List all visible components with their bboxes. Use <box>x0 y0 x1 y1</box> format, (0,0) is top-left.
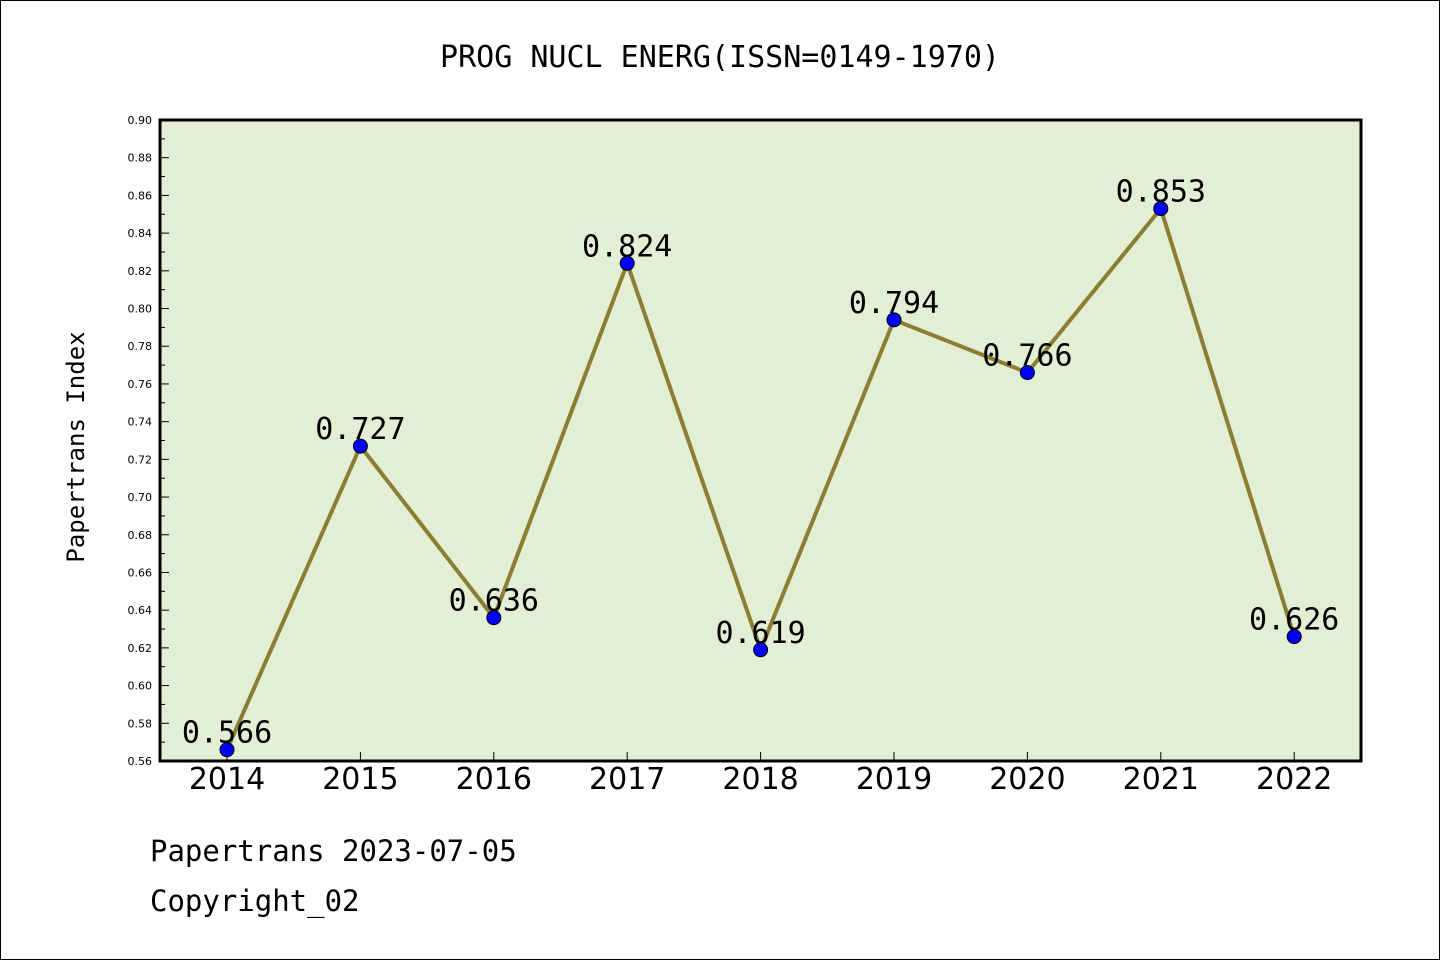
x-tick-label: 2017 <box>589 762 665 797</box>
data-point <box>219 742 235 758</box>
y-tick-label: 0.70 <box>128 491 153 504</box>
y-tick-label: 0.84 <box>128 227 153 240</box>
data-point <box>753 642 769 658</box>
data-label: 0.566 <box>182 716 272 751</box>
y-tick-label: 0.58 <box>128 717 153 730</box>
y-axis-label: Papertrans Index <box>62 331 90 562</box>
chart-title: PROG NUCL ENERG(ISSN=0149-1970) <box>440 40 1000 75</box>
data-label: 0.853 <box>1116 175 1206 210</box>
y-tick-label: 0.68 <box>128 529 153 542</box>
y-tick-label: 0.88 <box>128 152 153 165</box>
data-point <box>619 255 635 271</box>
data-label: 0.636 <box>449 584 539 619</box>
x-tick-label: 2015 <box>322 762 398 797</box>
y-tick-label: 0.80 <box>128 303 153 316</box>
footer-copyright-text: Copyright_02 <box>150 884 360 918</box>
y-tick-label: 0.66 <box>128 566 153 579</box>
footer-date-text: Papertrans 2023-07-05 <box>150 834 517 868</box>
data-label: 0.794 <box>849 286 939 321</box>
x-tick-label: 2022 <box>1256 762 1332 797</box>
y-tick-label: 0.78 <box>128 340 153 353</box>
data-point <box>352 438 368 454</box>
y-tick-label: 0.60 <box>128 680 153 693</box>
y-tick-label: 0.82 <box>128 265 153 278</box>
y-tick-label: 0.62 <box>128 642 153 655</box>
x-tick-label: 2021 <box>1123 762 1199 797</box>
data-point <box>1019 365 1035 381</box>
y-tick-label: 0.56 <box>128 755 153 768</box>
data-label: 0.626 <box>1249 603 1339 638</box>
data-point <box>1286 629 1302 645</box>
x-tick-label: 2016 <box>456 762 532 797</box>
y-tick-label: 0.86 <box>128 189 153 202</box>
y-tick-label: 0.76 <box>128 378 153 391</box>
y-tick-label: 0.64 <box>128 604 153 617</box>
x-tick-label: 2019 <box>856 762 932 797</box>
data-point <box>886 312 902 328</box>
y-tick-label: 0.90 <box>128 114 153 127</box>
data-point <box>486 610 502 626</box>
data-label: 0.824 <box>582 229 672 264</box>
data-label: 0.619 <box>715 616 805 651</box>
x-tick-label: 2014 <box>189 762 265 797</box>
x-tick-label: 2018 <box>722 762 798 797</box>
y-tick-label: 0.74 <box>128 416 153 429</box>
plot-area: 0.56 0.58 0.60 0.62 0.64 0.66 0.68 0.70 0.72 0.74… <box>128 114 1363 797</box>
x-tick-label: 2020 <box>989 762 1065 797</box>
data-label: 0.727 <box>315 412 405 447</box>
y-tick-label: 0.72 <box>128 453 153 466</box>
data-label: 0.766 <box>982 339 1072 374</box>
data-point <box>1153 201 1169 217</box>
